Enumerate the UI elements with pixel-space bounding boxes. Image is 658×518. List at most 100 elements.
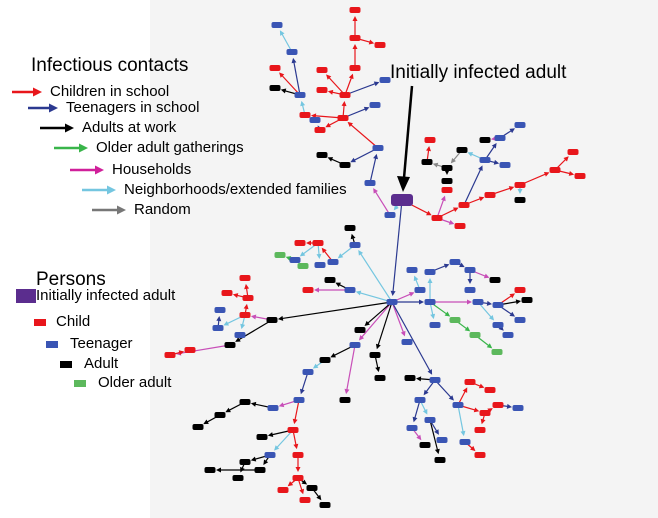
person-node — [164, 352, 176, 358]
contact-arrow-icon — [12, 87, 42, 97]
person-node — [424, 417, 436, 423]
person-node — [434, 457, 446, 463]
person-node — [339, 92, 351, 98]
person-node — [314, 127, 326, 133]
contact-arrowhead — [267, 432, 274, 438]
person-node — [491, 349, 503, 355]
person-node — [286, 49, 298, 55]
contact-arrowhead — [517, 189, 523, 194]
contact-arrowhead — [274, 445, 280, 451]
contact-arrowhead — [373, 188, 378, 194]
person-node — [349, 242, 361, 248]
initially-infected-annotation: Initially infected adult — [390, 62, 567, 83]
contact-arrowhead — [426, 145, 431, 152]
contact-arrowhead — [515, 299, 522, 305]
contact-arrowhead — [464, 326, 471, 332]
person-node — [484, 192, 496, 198]
contact-arrowhead — [509, 128, 515, 134]
person-node — [431, 215, 443, 221]
contact-edge — [376, 301, 393, 348]
contact-edge — [413, 399, 421, 421]
contact-arrowhead — [440, 195, 446, 202]
contact-arrowhead — [373, 153, 378, 160]
contact-arrowhead — [352, 16, 358, 21]
contact-arrowhead — [348, 73, 354, 80]
person-node — [464, 379, 476, 385]
person-node — [369, 352, 381, 358]
person-node — [386, 299, 398, 305]
person-node — [472, 299, 484, 305]
person-node — [474, 427, 486, 433]
contact-edge — [373, 189, 391, 216]
contact-arrowhead — [240, 323, 246, 330]
person-node — [429, 377, 441, 383]
person-node — [319, 357, 331, 363]
contact-legend-label: Teenagers in school — [66, 99, 200, 116]
contact-arrowhead — [506, 403, 513, 409]
contact-edge — [292, 59, 301, 96]
person-node — [224, 342, 236, 348]
contact-arrowhead — [299, 388, 305, 395]
person-node — [239, 275, 251, 281]
person-node — [254, 467, 266, 473]
contact-arrowhead — [462, 387, 468, 393]
contact-arrowhead — [448, 220, 455, 225]
contact-arrowhead — [486, 343, 493, 349]
contact-arrowhead — [483, 273, 490, 279]
person-node — [469, 332, 481, 338]
contact-legend-label: Adults at work — [82, 119, 177, 136]
person-node — [344, 287, 356, 293]
person-node — [424, 137, 436, 143]
contact-arrowhead — [299, 251, 306, 257]
contact-arrowhead — [278, 402, 285, 408]
person-node — [514, 287, 526, 293]
contact-legend-label: Older adult gatherings — [96, 139, 244, 156]
contact-arrowhead — [243, 303, 249, 310]
contact-arrowhead — [347, 121, 353, 128]
person-node — [474, 452, 486, 458]
contact-arrow-icon — [28, 103, 58, 113]
contact-arrowhead — [279, 30, 285, 36]
person-node — [449, 317, 461, 323]
contact-arrowhead — [487, 408, 493, 413]
contact-arrowhead — [509, 293, 516, 299]
person-legend-label: Older adult — [98, 374, 172, 391]
contact-edge — [392, 199, 403, 295]
person-node — [302, 287, 314, 293]
person-node — [266, 317, 278, 323]
person-node — [271, 22, 283, 28]
person-node — [449, 259, 461, 265]
person-node — [184, 347, 196, 353]
contact-arrowhead — [352, 44, 358, 49]
contact-arrowhead — [478, 165, 483, 172]
contact-arrowhead — [491, 142, 497, 149]
person-node — [349, 7, 361, 13]
person-node — [406, 267, 418, 273]
person-node — [404, 375, 416, 381]
person-node — [354, 327, 366, 333]
contact-arrowhead — [473, 407, 480, 413]
person-node — [234, 332, 246, 338]
person-node — [324, 277, 336, 283]
person-node — [492, 302, 504, 308]
contact-legend-label: Children in school — [50, 83, 170, 100]
contact-arrowhead — [355, 290, 362, 296]
contact-arrowhead — [488, 315, 495, 321]
person-node — [492, 322, 504, 328]
contact-arrowhead — [216, 315, 222, 322]
contact-edge — [463, 166, 483, 206]
contact-edge — [344, 82, 378, 96]
contact-arrowhead — [314, 287, 319, 293]
contact-arrowhead — [426, 210, 432, 216]
person-node — [441, 165, 453, 171]
contact-arrowhead — [344, 388, 350, 395]
contact-edge — [436, 197, 445, 219]
contact-arrowhead — [327, 89, 334, 95]
contact-arrowhead — [434, 429, 439, 435]
contact-arrowhead — [363, 106, 370, 112]
contact-arrowhead — [415, 376, 422, 382]
contact-arrowhead — [568, 171, 575, 176]
person-node — [312, 240, 324, 246]
contact-arrowhead — [400, 330, 406, 337]
contact-arrowhead — [419, 299, 424, 305]
